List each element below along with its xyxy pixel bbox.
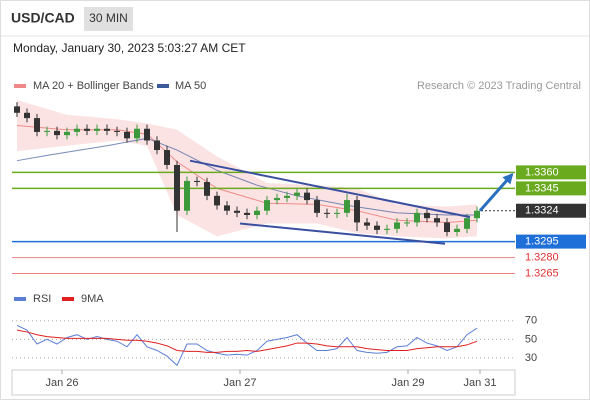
candle-body [334,212,340,214]
candle-body [314,200,320,213]
candle-body [434,218,440,223]
symbol: USD/CAD [11,10,75,26]
level-box [516,181,586,196]
legend-swatch [14,297,26,301]
level-label: 1.3265 [525,267,559,279]
candle-body [244,212,250,215]
candle-body [194,180,200,182]
level-label: 1.3324 [525,205,559,217]
candle-body [364,222,370,226]
candle-body [154,140,160,151]
level-label: 1.3345 [525,182,559,194]
level-label: 1.3360 [525,166,559,178]
candle-body [204,181,210,196]
candle-body [94,128,100,131]
y-tick-label: 70 [525,315,537,327]
legend-swatch [157,84,169,88]
candle-body [474,210,480,219]
candle-body [424,212,430,219]
level-box [516,165,586,180]
candle-body [104,128,110,131]
bollinger-band [17,100,477,239]
candle-body [414,212,420,223]
candle-body [224,205,230,211]
candle-body [254,210,260,215]
candle-body [14,106,20,113]
candle-body [304,192,310,201]
candle-body [394,222,400,229]
candle-body [384,228,390,230]
arrow-head [502,173,514,185]
trendline [189,159,471,219]
legend-label: MA 50 [175,80,206,92]
candle-body [344,200,350,213]
candle-body [404,222,410,224]
candle-body [54,130,60,136]
series-line [16,324,478,367]
candle-body [84,128,90,131]
candle-body [324,212,330,214]
candle-body [144,128,150,141]
candle-body [374,225,380,230]
candle-body [24,112,30,119]
candle-body [44,130,50,132]
x-axis-box [11,369,516,396]
candle-body [34,118,40,132]
legend-label: MA 20 + Bollinger Bands [33,80,154,92]
candle-body [454,228,460,233]
candle-body [264,200,270,211]
y-tick-label: 50 [525,333,537,345]
candle-body [274,197,280,201]
ma50-line [16,137,477,216]
interval: 30 MIN [89,11,128,25]
candle-body [64,131,70,136]
candle-body [114,130,120,132]
legend-label: 9MA [81,293,104,305]
candle-body [124,131,130,139]
x-tick-label: Jan 31 [463,377,496,389]
legend-swatch [62,297,74,301]
candle-body [284,195,290,198]
level-box [516,203,586,218]
legend-label: RSI [33,293,51,305]
x-tick-label: Jan 27 [223,377,256,389]
interval-box [84,7,133,31]
candle-body [74,128,80,132]
candle-body [294,192,300,196]
candle-body [174,164,180,211]
level-box [516,234,586,249]
candle-body [234,210,240,213]
candle-body [214,195,220,206]
x-tick-label: Jan 26 [45,377,78,389]
trendline [239,222,446,245]
candle-body [444,222,450,233]
candle-body [184,180,190,211]
y-tick-label: 30 [525,352,537,364]
candle-body [354,200,360,223]
candle-body [464,218,470,229]
candle-body [134,128,140,139]
timestamp: Monday, January 30, 2023 5:03:27 AM CET [13,41,246,55]
x-tick-label: Jan 29 [391,377,424,389]
candle-body [164,150,170,165]
legend-swatch [14,84,26,88]
level-label: 1.3295 [525,236,559,248]
level-label: 1.3280 [525,251,559,263]
credit: Research © 2023 Trading Central [417,80,581,92]
series-line [16,329,478,353]
